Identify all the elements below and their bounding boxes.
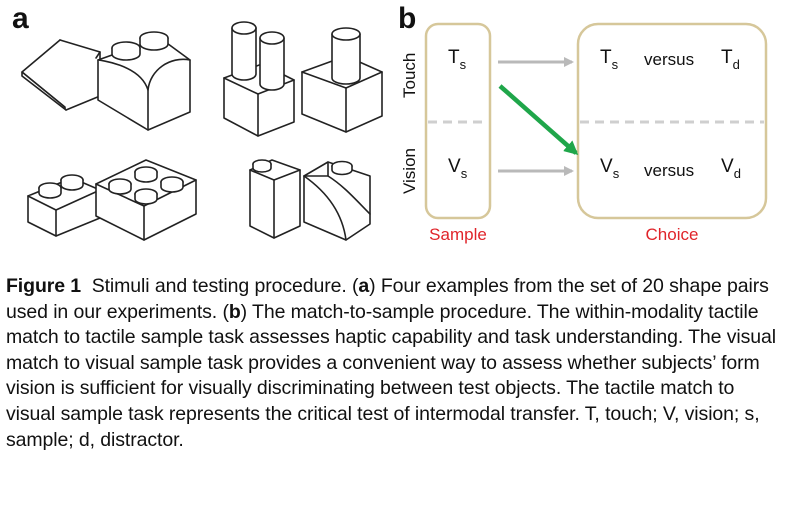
arrow-touch-to-vision: [498, 84, 579, 155]
cylinder-tower-right-drawing: [301, 27, 383, 133]
sample-label: Sample: [429, 225, 487, 244]
figure-caption: Figure 1 Stimuli and testing procedure. …: [6, 274, 784, 453]
large-brick-drawing: [95, 159, 197, 241]
choice-touch-versus: versus: [644, 50, 694, 69]
small-brick-drawing: [27, 174, 101, 237]
sample-box: [424, 22, 492, 220]
panel-a-drawings: [21, 21, 383, 241]
row-label-vision: Vision: [400, 148, 419, 194]
sample-touch: Ts: [448, 47, 467, 72]
panel-b-label: b: [398, 2, 417, 35]
choice-touch-sample: Ts: [600, 47, 619, 72]
choice-label: Choice: [646, 225, 699, 244]
choice-touch-distractor: Td: [721, 47, 740, 72]
caption-intro: Stimuli and testing procedure. (: [91, 275, 359, 297]
choice-vision-sample: Vs: [600, 156, 620, 181]
caption-b-text: ) The match-to-sample procedure. The wit…: [6, 300, 776, 451]
wedge-block-drawing: [21, 39, 101, 111]
panel-a-label: a: [12, 2, 29, 35]
choice-box: [576, 22, 768, 220]
caption-label: Figure 1: [6, 275, 82, 297]
caption-ref-a: a: [358, 275, 370, 297]
cylinder-tower-left-drawing: [223, 21, 295, 137]
row-label-touch: Touch: [400, 53, 419, 98]
tall-block-drawing: [249, 159, 301, 239]
curved-ramp-drawing: [303, 160, 371, 241]
curved-block-drawing: [97, 31, 191, 131]
choice-vision-versus: versus: [644, 161, 694, 180]
caption-ref-b: b: [228, 300, 241, 323]
figure-graphics: Touch Vision Ts Vs Ts versus Td Vs ve: [21, 21, 768, 244]
panel-b-diagram: Touch Vision Ts Vs Ts versus Td Vs ve: [400, 22, 768, 244]
caption-a-text: ) Four examples from the set of 20 shape…: [6, 275, 769, 323]
choice-vision-distractor: Vd: [721, 156, 741, 181]
sample-vision: Vs: [448, 156, 468, 181]
